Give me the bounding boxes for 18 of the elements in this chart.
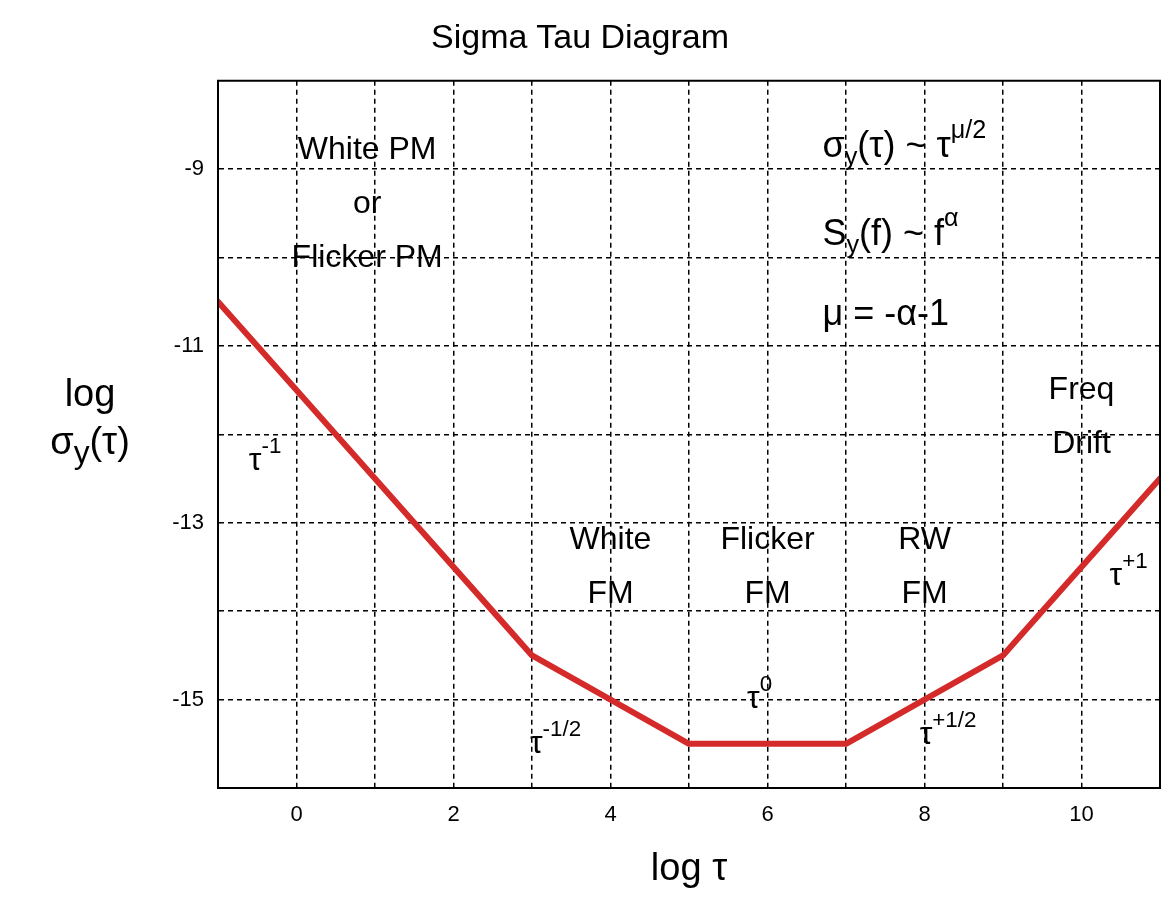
x-tick-label: 6 bbox=[761, 801, 774, 827]
y-tick-label: -13 bbox=[172, 508, 204, 534]
y-axis-title: log σ$_{y}$(τ) bbox=[49, 371, 131, 472]
annotation: Freq Drift bbox=[1048, 369, 1115, 460]
x-tick-label: 8 bbox=[918, 801, 931, 827]
chart-title: Sigma Tau Diagram bbox=[431, 16, 729, 55]
x-tick-label: 0 bbox=[290, 801, 303, 827]
y-tick-label: -9 bbox=[184, 155, 204, 181]
y-tick-label: -15 bbox=[172, 685, 204, 711]
y-tick-label: -11 bbox=[173, 332, 204, 358]
annotation: Flicker FM bbox=[720, 519, 815, 610]
x-tick-label: 2 bbox=[447, 801, 460, 827]
x-axis-title: log τ bbox=[650, 845, 728, 888]
annotation: RW FM bbox=[898, 519, 952, 610]
annotation: White FM bbox=[569, 519, 652, 610]
x-tick-label: 4 bbox=[604, 801, 617, 827]
annotation: μ = -α-1 bbox=[822, 291, 950, 333]
x-tick-label: 10 bbox=[1069, 801, 1094, 827]
